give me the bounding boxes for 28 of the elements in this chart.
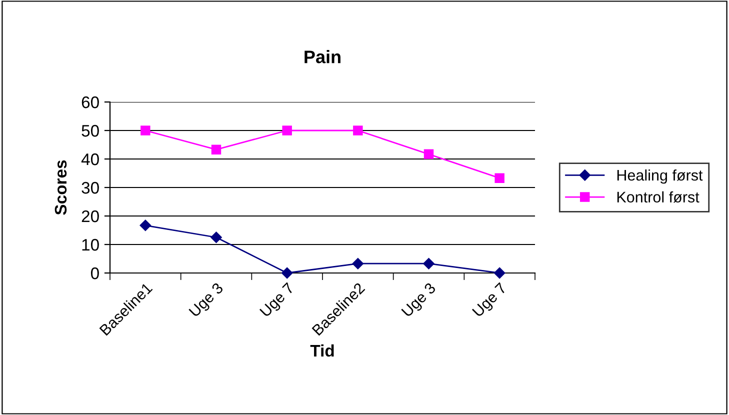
- y-tick-label: 30: [82, 182, 99, 194]
- y-tick-label: 0: [90, 267, 99, 280]
- x-tick-label: Uge 3: [188, 282, 226, 320]
- point: [352, 258, 364, 270]
- point: [140, 220, 152, 232]
- point: [281, 267, 293, 279]
- point: [282, 126, 292, 136]
- x-tick-label: Uge 7: [259, 282, 297, 320]
- y-tick-label: 50: [82, 124, 99, 137]
- y-axis-title: Scores: [54, 160, 67, 215]
- legend-label: Kontrol først: [617, 191, 700, 203]
- legend-label: Healing først: [617, 169, 703, 184]
- point: [140, 126, 150, 136]
- point: [211, 144, 222, 154]
- point: [353, 126, 363, 136]
- point: [424, 149, 434, 160]
- chart-title: Pain: [304, 50, 340, 64]
- x-axis-title: Tid: [310, 344, 334, 357]
- point: [210, 232, 222, 243]
- point: [494, 267, 506, 279]
- x-tick-label: Uge 3: [401, 282, 438, 320]
- x-tick-label: Uge 7: [472, 282, 510, 320]
- y-tick-label: 20: [82, 210, 99, 222]
- point: [423, 258, 434, 270]
- y-tick-label: 60: [82, 96, 99, 108]
- y-tick-label: 40: [81, 153, 99, 166]
- y-tick-label: 10: [82, 238, 99, 251]
- point: [494, 173, 504, 183]
